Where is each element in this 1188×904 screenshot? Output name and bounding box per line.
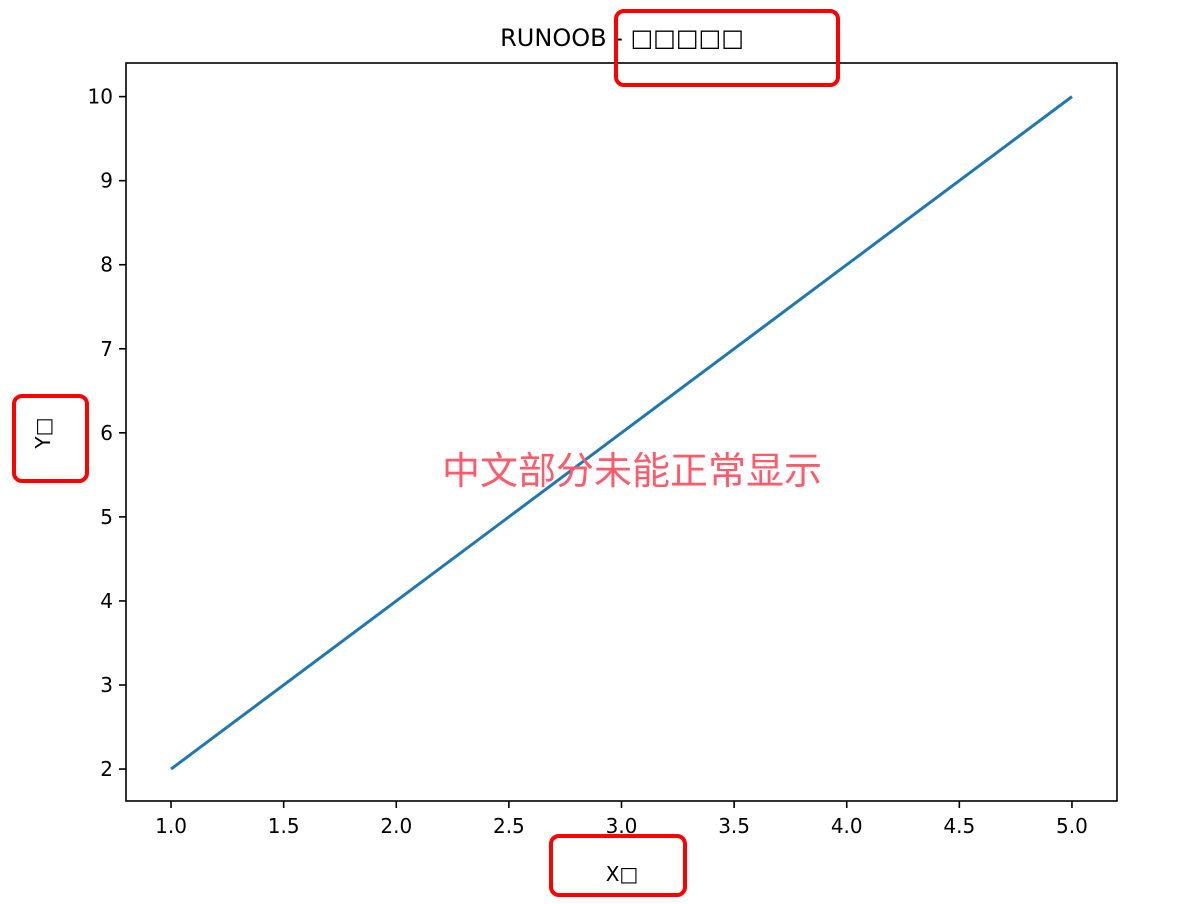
annotation-text: 中文部分未能正常显示: [442, 449, 822, 493]
y-tick-label: 4: [100, 589, 113, 613]
y-tick-label: 6: [100, 421, 113, 445]
x-tick-label: 1.5: [268, 814, 300, 838]
y-tick-label: 2: [100, 757, 113, 781]
x-axis-label: X□: [606, 862, 639, 886]
y-tick-label: 5: [100, 505, 113, 529]
highlight-box-xlabel: [549, 834, 687, 897]
y-tick-label: 9: [100, 169, 113, 193]
y-tick-label: 10: [88, 85, 113, 109]
highlight-box-title: [614, 9, 840, 87]
y-axis-label: Y□: [31, 417, 55, 449]
chart-title: RUNOOB - □□□□□: [500, 24, 744, 52]
series-line: [170, 95, 1073, 771]
x-tick-label: 4.0: [831, 814, 863, 838]
x-tick-label: 2.0: [380, 814, 412, 838]
x-tick-label: 2.5: [493, 814, 525, 838]
y-tick-label: 7: [100, 337, 113, 361]
x-tick-label: 1.0: [155, 814, 187, 838]
y-tick-label: 3: [100, 673, 113, 697]
highlight-box-ylabel: [12, 394, 89, 483]
x-tick-label: 3.5: [718, 814, 750, 838]
y-tick-label: 8: [100, 253, 113, 277]
x-tick-label: 5.0: [1056, 814, 1088, 838]
x-tick-label: 4.5: [943, 814, 975, 838]
